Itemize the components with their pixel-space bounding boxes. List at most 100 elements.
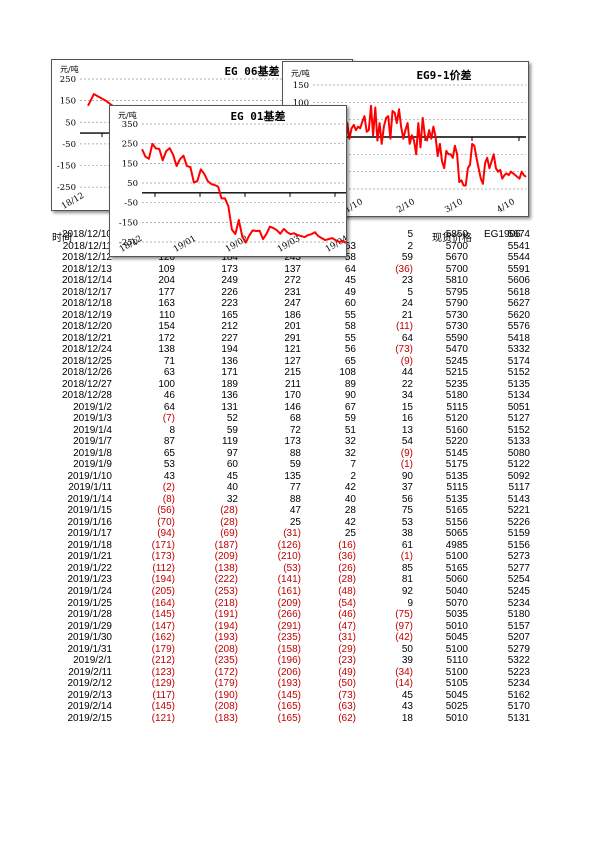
value-cell: 61 bbox=[401, 539, 413, 551]
value-cell: (194) bbox=[151, 574, 175, 586]
date-cell: 2019/1/16 bbox=[67, 516, 113, 528]
value-cell: 28 bbox=[344, 505, 356, 517]
value-cell: 226 bbox=[221, 286, 238, 298]
value-cell: 5 bbox=[407, 286, 413, 298]
y-tick-label: -150 bbox=[57, 162, 76, 172]
value-cell: 212 bbox=[221, 321, 238, 333]
value-cell: (2) bbox=[162, 482, 175, 494]
value-cell: (172) bbox=[214, 666, 238, 678]
value-cell: 5606 bbox=[507, 275, 530, 287]
table-row: 2018/12/14 204 249 272 45 23 5810 5606 bbox=[52, 275, 530, 287]
x-tick-label: 2/10 bbox=[395, 197, 417, 215]
value-cell: 32 bbox=[344, 436, 356, 448]
value-cell: 67 bbox=[344, 401, 356, 413]
value-cell: 34 bbox=[401, 390, 413, 402]
value-cell: (179) bbox=[151, 643, 175, 655]
date-cell: 2019/2/15 bbox=[67, 712, 113, 724]
value-cell: (54) bbox=[338, 597, 356, 609]
date-cell: 2019/1/23 bbox=[67, 574, 113, 586]
value-cell: (145) bbox=[151, 609, 175, 621]
value-cell: 39 bbox=[401, 655, 413, 667]
value-cell: 42 bbox=[344, 516, 356, 528]
value-cell: (183) bbox=[214, 712, 238, 724]
value-cell: 5700 bbox=[445, 263, 468, 275]
time-column-header: 时间 bbox=[52, 233, 72, 244]
value-cell: 55 bbox=[344, 309, 356, 321]
value-cell: 249 bbox=[221, 275, 238, 287]
y-tick-label: 350 bbox=[122, 120, 138, 130]
x-tick-label: 19/03 bbox=[276, 234, 302, 255]
value-cell: 63 bbox=[344, 240, 356, 252]
value-cell: 5234 bbox=[507, 678, 530, 690]
date-cell: 2019/1/4 bbox=[73, 424, 112, 436]
value-cell: 243 bbox=[284, 252, 301, 264]
value-cell: 65 bbox=[163, 447, 175, 459]
value-cell: 231 bbox=[284, 286, 301, 298]
value-cell: 5162 bbox=[507, 689, 530, 701]
table-row: 2019/2/13 (117) (190) (145) (73) 45 5045 5162 bbox=[52, 689, 531, 702]
table-row: 2018/12/26 63 171 215 108 44 5215 5152 bbox=[52, 367, 530, 379]
value-cell: 45 bbox=[401, 689, 413, 701]
value-cell: (73) bbox=[395, 344, 413, 356]
date-cell: 2019/2/14 bbox=[67, 701, 113, 713]
value-cell: (193) bbox=[214, 632, 238, 644]
table-row: 2018/12/13 109 173 137 64 (36) 5700 5591 bbox=[52, 264, 530, 276]
date-cell: 2018/12/12 bbox=[61, 252, 112, 264]
spot-price-column-header: 现货价格 bbox=[432, 233, 472, 244]
value-cell: 5234 bbox=[507, 597, 530, 609]
value-cell: 46 bbox=[163, 390, 175, 402]
value-cell: (162) bbox=[151, 632, 175, 644]
unit-label: 元/吨 bbox=[60, 64, 79, 74]
table-row: 2018/12/19 110 165 186 55 21 5730 5620 bbox=[52, 310, 530, 322]
value-cell: 5115 bbox=[446, 401, 468, 413]
value-cell: 88 bbox=[289, 447, 301, 459]
y-tick-label: 250 bbox=[60, 75, 76, 85]
value-cell: 16 bbox=[401, 413, 413, 425]
chart-title: EG9-1价差 bbox=[416, 68, 471, 82]
value-cell: 5273 bbox=[507, 551, 530, 563]
x-tick-label: 4/10 bbox=[495, 197, 517, 215]
table-row: 2018/12/27 100 189 211 89 22 5235 5135 bbox=[52, 379, 530, 391]
value-cell: 5418 bbox=[507, 332, 530, 344]
value-cell: 5035 bbox=[445, 609, 468, 621]
value-cell: 184 bbox=[221, 252, 238, 264]
table-row: 2018/12/20 154 212 201 58 (11) 5730 5576 bbox=[52, 321, 530, 333]
value-cell: (187) bbox=[214, 539, 238, 551]
value-cell: 81 bbox=[401, 574, 413, 586]
value-cell: 32 bbox=[226, 493, 238, 505]
y-tick-label: 150 bbox=[293, 81, 309, 91]
value-cell: 5235 bbox=[445, 378, 468, 390]
value-cell: 64 bbox=[344, 263, 356, 275]
value-cell: (145) bbox=[277, 689, 301, 701]
value-cell: 5618 bbox=[507, 286, 530, 298]
table-row: 2019/1/10 43 45 135 2 90 5135 5092 bbox=[52, 470, 531, 483]
x-tick-label: 19/01 bbox=[172, 234, 198, 255]
value-cell: 204 bbox=[158, 275, 175, 287]
value-cell: 63 bbox=[163, 367, 175, 379]
value-cell: (266) bbox=[277, 609, 301, 621]
value-cell: 65 bbox=[344, 355, 356, 367]
value-cell: (235) bbox=[214, 655, 238, 667]
x-tick-label: 19/04 bbox=[324, 234, 346, 255]
value-cell: 154 bbox=[158, 321, 175, 333]
value-cell: (23) bbox=[338, 655, 356, 667]
value-cell: 5080 bbox=[507, 447, 530, 459]
x-tick-label: 19/02 bbox=[224, 234, 250, 255]
value-cell: 247 bbox=[284, 298, 301, 310]
value-cell: (191) bbox=[214, 609, 238, 621]
value-cell: 5135 bbox=[445, 470, 468, 482]
table-row: 2019/1/9 53 60 59 7 (1) 5175 5122 bbox=[52, 459, 530, 471]
value-cell: (164) bbox=[151, 597, 175, 609]
date-cell: 2019/1/29 bbox=[67, 620, 113, 632]
date-cell: 2019/1/7 bbox=[73, 436, 112, 448]
value-cell: (48) bbox=[338, 585, 356, 597]
value-cell: 50 bbox=[401, 643, 413, 655]
date-cell: 2018/12/17 bbox=[61, 286, 112, 298]
value-cell: 5322 bbox=[507, 655, 530, 667]
value-cell: 138 bbox=[158, 344, 175, 356]
value-cell: 136 bbox=[221, 355, 238, 367]
value-cell: 44 bbox=[401, 367, 413, 379]
date-cell: 2018/12/11 bbox=[62, 240, 112, 252]
value-cell: (218) bbox=[214, 597, 238, 609]
